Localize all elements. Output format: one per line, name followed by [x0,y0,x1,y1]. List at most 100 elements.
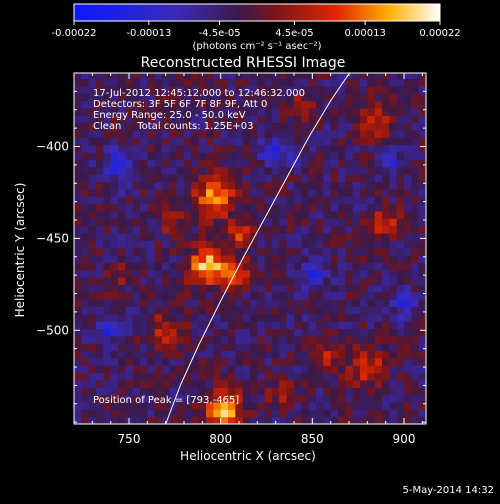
heatmap-pixel [103,196,112,205]
heatmap-pixel [316,247,324,256]
heatmap-pixel [418,166,426,175]
heatmap-pixel [323,328,332,337]
heatmap-pixel [338,203,346,212]
heatmap-pixel [360,144,368,153]
heatmap-pixel [316,78,324,87]
heatmap-pixel [382,321,390,330]
heatmap-pixel [169,262,178,271]
heatmap-pixel [213,166,222,175]
heatmap-pixel [360,328,368,337]
heatmap-pixel [96,78,104,87]
heatmap-pixel [286,181,295,190]
heatmap-pixel [118,416,126,424]
heatmap-pixel [118,409,126,418]
heatmap-pixel [88,181,97,190]
heatmap-pixel [404,122,412,131]
heatmap-pixel [206,129,214,138]
heatmap-pixel [110,372,119,381]
heatmap-pixel [110,306,119,315]
heatmap-pixel [396,394,405,403]
heatmap-pixel [279,284,288,293]
heatmap-pixel [184,85,192,94]
heatmap-pixel [213,152,222,160]
heatmap-pixel [110,166,119,175]
heatmap-pixel [338,107,346,116]
heatmap-pixel [352,365,361,374]
heatmap-pixel [213,232,222,241]
heatmap-pixel [345,254,354,263]
heatmap-pixel [396,73,405,80]
heatmap-pixel [323,372,332,381]
heatmap-pixel [220,321,229,330]
heatmap-pixel [206,188,214,197]
heatmap-pixel [88,291,97,300]
heatmap-pixel [418,137,426,146]
heatmap-pixel [411,129,420,138]
heatmap-pixel [132,306,141,315]
heatmap-pixel [396,276,405,285]
heatmap-pixel [110,409,119,418]
heatmap-pixel [162,85,170,94]
heatmap-pixel [125,379,134,388]
heatmap-pixel [220,335,229,344]
heatmap-pixel [257,210,266,219]
heatmap-pixel [338,85,346,94]
heatmap-pixel [352,210,361,219]
heatmap-pixel [74,357,82,366]
heatmap-pixel [257,85,266,94]
heatmap-pixel [184,232,192,241]
heatmap-pixel [154,181,163,190]
heatmap-pixel [418,262,426,271]
heatmap-pixel [272,365,280,374]
heatmap-pixel [220,240,229,249]
heatmap-pixel [411,85,420,94]
heatmap-pixel [382,129,390,138]
heatmap-pixel [330,321,339,330]
heatmap-pixel [81,291,90,300]
heatmap-pixel [132,73,141,80]
heatmap-pixel [323,85,332,94]
heatmap-pixel [352,372,361,381]
heatmap-pixel [228,328,236,337]
heatmap-pixel [213,115,222,124]
heatmap-pixel [213,299,222,307]
heatmap-pixel [81,306,90,315]
heatmap-pixel [132,232,141,241]
heatmap-pixel [411,379,420,388]
heatmap-pixel [176,416,185,424]
heatmap-pixel [132,181,141,190]
heatmap-pixel [96,122,104,131]
heatmap-pixel [286,174,295,183]
heatmap-pixel [235,343,244,352]
heatmap-pixel [213,107,222,116]
heatmap-pixel [147,350,156,359]
heatmap-pixel [308,93,317,102]
heatmap-pixel [257,262,266,271]
heatmap-pixel [220,144,229,153]
heatmap-pixel [81,100,90,109]
heatmap-pixel [110,262,119,271]
heatmap-pixel [367,321,376,330]
heatmap-pixel [81,365,90,374]
heatmap-pixel [264,321,273,330]
x-axis: 750 800 850 900 [91,73,423,446]
heatmap-pixel [132,276,141,285]
heatmap-pixel [323,196,332,205]
heatmap-pixel [396,350,405,359]
heatmap-pixel [301,122,310,131]
heatmap-pixel [162,115,170,124]
heatmap-pixel [352,122,361,131]
heatmap-pixel [147,306,156,315]
heatmap-pixel [286,137,295,146]
heatmap-pixel [88,85,97,94]
heatmap-pixel [404,350,412,359]
heatmap-pixel [74,343,82,352]
heatmap-pixel [118,144,126,153]
heatmap-pixel [118,401,126,410]
heatmap-pixel [411,409,420,418]
heatmap-pixel [213,159,222,168]
heatmap-pixel [213,181,222,190]
heatmap-pixel [308,144,317,153]
heatmap-pixel [330,152,339,160]
heatmap-pixel [96,387,104,396]
